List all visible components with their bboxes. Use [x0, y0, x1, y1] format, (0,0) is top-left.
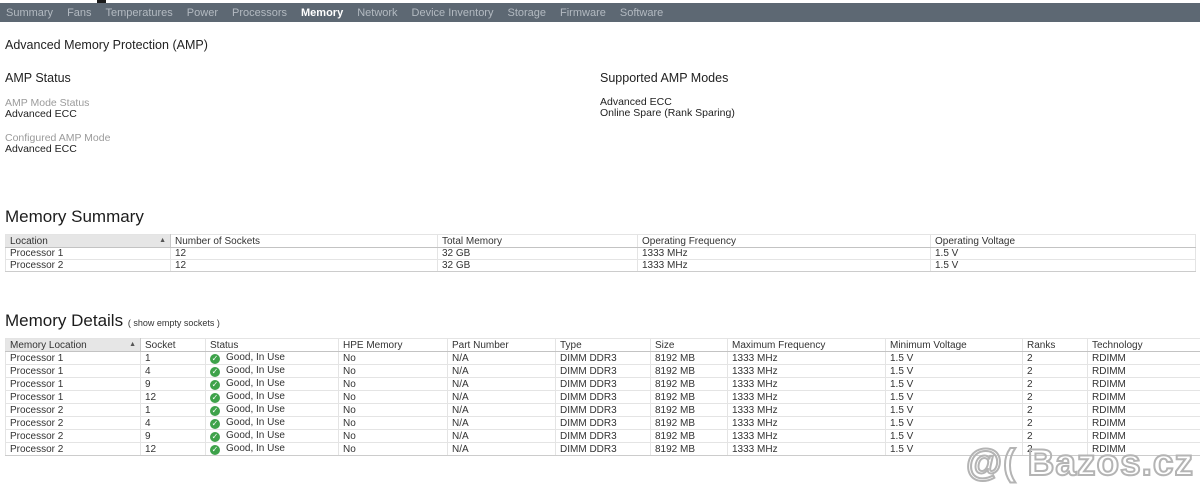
tab-storage[interactable]: Storage: [507, 6, 547, 19]
column-header-minimum-voltage[interactable]: Minimum Voltage: [885, 338, 1023, 352]
tab-device-inventory[interactable]: Device Inventory: [411, 6, 494, 19]
column-header-operating-frequency[interactable]: Operating Frequency: [637, 234, 931, 248]
column-header-total-memory[interactable]: Total Memory: [437, 234, 638, 248]
status-good-icon: ✓: [210, 354, 220, 364]
configured-amp-mode-value: Advanced ECC: [5, 143, 77, 155]
supported-amp-modes-column: Supported AMP Modes Advanced ECC Online …: [600, 71, 735, 119]
sort-ascending-icon: ▲: [129, 341, 136, 348]
memory-summary-title: Memory Summary: [5, 207, 144, 226]
tab-temperatures[interactable]: Temperatures: [105, 6, 173, 19]
amp-status-heading: AMP Status: [5, 71, 71, 85]
table-row[interactable]: Processor 1 12 32 GB 1333 MHz 1.5 V: [5, 247, 1196, 260]
table-header-row: Memory Location ▲ Socket Status HPE Memo…: [5, 338, 1200, 352]
column-header-hpe-memory[interactable]: HPE Memory: [338, 338, 448, 352]
sort-ascending-icon: ▲: [159, 237, 166, 244]
supported-mode-item: Advanced ECC: [600, 96, 672, 108]
status-good-icon: ✓: [210, 432, 220, 442]
table-row[interactable]: Processor 1 9 ✓ Good, In Use No N/A DIMM …: [5, 377, 1200, 391]
memory-details-table: Memory Location ▲ Socket Status HPE Memo…: [5, 338, 1200, 456]
column-header-status[interactable]: Status: [205, 338, 339, 352]
table-header-row: Location ▲ Number of Sockets Total Memor…: [5, 234, 1196, 248]
status-good-icon: ✓: [210, 367, 220, 377]
column-header-type[interactable]: Type: [555, 338, 651, 352]
status-good-icon: ✓: [210, 445, 220, 455]
column-header-part-number[interactable]: Part Number: [447, 338, 556, 352]
table-row[interactable]: Processor 1 1 ✓ Good, In Use No N/A DIMM …: [5, 351, 1200, 365]
top-edge-artifact: [0, 0, 1200, 3]
configured-amp-mode-label: Configured AMP Mode: [5, 132, 111, 144]
amp-section: AMP Status AMP Mode Status Advanced ECC …: [5, 71, 1195, 166]
status-good-icon: ✓: [210, 419, 220, 429]
column-header-ranks[interactable]: Ranks: [1022, 338, 1088, 352]
column-header-number-of-sockets[interactable]: Number of Sockets: [170, 234, 438, 248]
show-empty-sockets-link[interactable]: ( show empty sockets ): [127, 318, 220, 328]
status-good-icon: ✓: [210, 380, 220, 390]
amp-mode-status-field: AMP Mode Status Advanced ECC: [5, 97, 110, 120]
configured-amp-mode-field: Configured AMP Mode Advanced ECC: [5, 132, 110, 155]
table-row[interactable]: Processor 2 1 ✓ Good, In Use No N/A DIMM …: [5, 403, 1200, 417]
top-navigation-bar: Summary Fans Temperatures Power Processo…: [0, 3, 1200, 22]
column-header-size[interactable]: Size: [650, 338, 728, 352]
supported-mode-item: Online Spare (Rank Sparing): [600, 107, 735, 119]
table-row[interactable]: Processor 1 4 ✓ Good, In Use No N/A DIMM …: [5, 364, 1200, 378]
tab-processors[interactable]: Processors: [231, 6, 288, 19]
tab-memory[interactable]: Memory: [301, 6, 344, 19]
tab-summary[interactable]: Summary: [6, 6, 54, 19]
table-row[interactable]: Processor 2 12 ✓ Good, In Use No N/A DIMM…: [5, 442, 1200, 456]
column-header-maximum-frequency[interactable]: Maximum Frequency: [727, 338, 886, 352]
table-row[interactable]: Processor 2 4 ✓ Good, In Use No N/A DIMM …: [5, 416, 1200, 430]
tab-power[interactable]: Power: [186, 6, 218, 19]
tab-firmware[interactable]: Firmware: [560, 6, 606, 19]
amp-section-title: Advanced Memory Protection (AMP): [5, 38, 208, 52]
column-header-socket[interactable]: Socket: [140, 338, 206, 352]
amp-mode-status-label: AMP Mode Status: [5, 97, 90, 109]
memory-details-title: Memory Details ( show empty sockets ): [5, 311, 220, 330]
column-header-operating-voltage[interactable]: Operating Voltage: [930, 234, 1196, 248]
column-header-technology[interactable]: Technology: [1087, 338, 1200, 352]
status-good-icon: ✓: [210, 393, 220, 403]
amp-status-column: AMP Status AMP Mode Status Advanced ECC …: [5, 71, 110, 155]
amp-mode-status-value: Advanced ECC: [5, 108, 77, 120]
tab-fans[interactable]: Fans: [67, 6, 92, 19]
column-header-memory-location[interactable]: Memory Location ▲: [5, 338, 141, 352]
tab-network[interactable]: Network: [357, 6, 398, 19]
memory-summary-table: Location ▲ Number of Sockets Total Memor…: [5, 234, 1196, 272]
supported-amp-modes-list: Advanced ECC Online Spare (Rank Sparing): [600, 97, 735, 119]
supported-amp-modes-heading: Supported AMP Modes: [600, 71, 729, 85]
table-row[interactable]: Processor 1 12 ✓ Good, In Use No N/A DIMM…: [5, 390, 1200, 404]
table-row[interactable]: Processor 2 12 32 GB 1333 MHz 1.5 V: [5, 259, 1196, 272]
table-row[interactable]: Processor 2 9 ✓ Good, In Use No N/A DIMM …: [5, 429, 1200, 443]
column-header-location[interactable]: Location ▲: [5, 234, 171, 248]
cropped-ui-fragment: [97, 0, 106, 3]
tab-software[interactable]: Software: [619, 6, 664, 19]
status-good-icon: ✓: [210, 406, 220, 416]
